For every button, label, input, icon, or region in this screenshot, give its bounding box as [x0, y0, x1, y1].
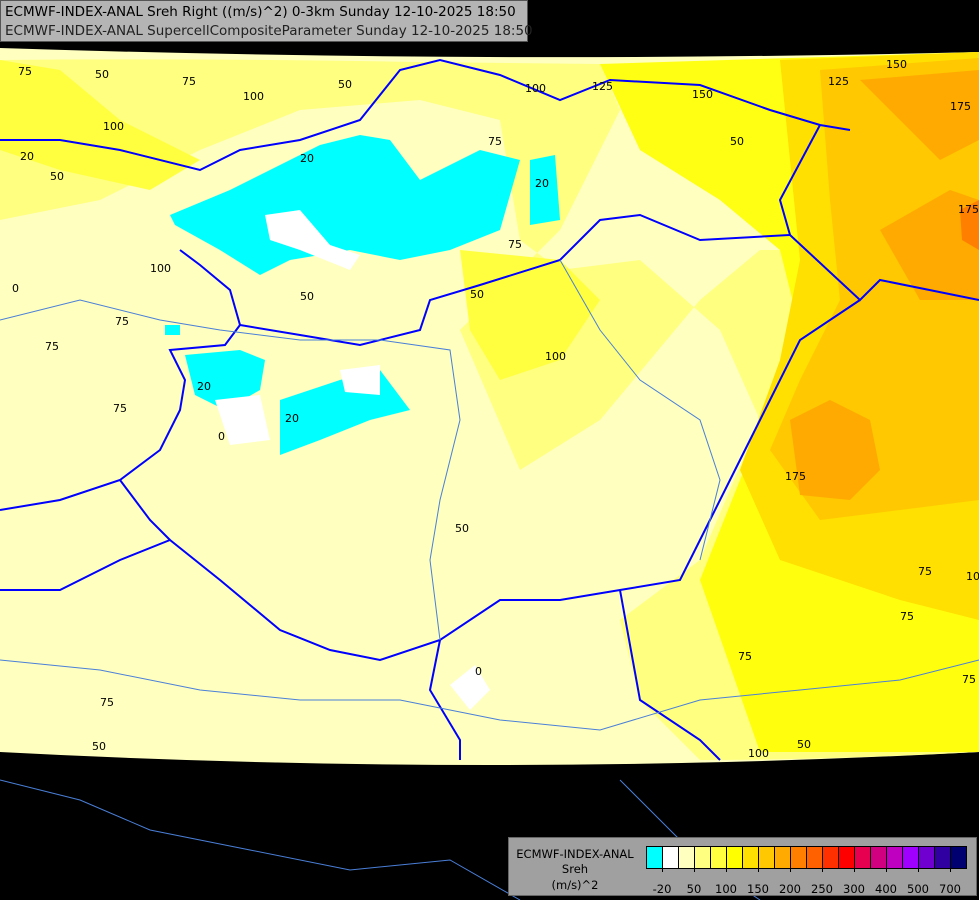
contour-label: 75 [18, 65, 32, 78]
legend-tick-mark [758, 868, 759, 872]
legend-tick-mark [950, 868, 951, 872]
contour-label: 50 [470, 288, 484, 301]
contour-label: 0 [218, 430, 225, 443]
contour-label: 75 [115, 315, 129, 328]
legend-tick-label: 200 [779, 882, 801, 896]
contour-label: 175 [950, 100, 971, 113]
legend-swatch [887, 847, 903, 868]
title-scp: ECMWF-INDEX-ANAL SupercellCompositeParam… [5, 23, 533, 39]
contour-labels: 75 50 75 100 50 100 50 20 75 20 125 150 125 150 175 50 1… [12, 58, 979, 760]
legend-swatch [647, 847, 663, 868]
contour-label: 20 [197, 380, 211, 393]
legend-swatch [935, 847, 951, 868]
contour-label: 175 [958, 203, 979, 216]
contour-label: 100 [545, 350, 566, 363]
sreh-field [0, 48, 979, 765]
legend-tick-mark [726, 868, 727, 872]
contour-label: 50 [50, 170, 64, 183]
legend-tick-label: 150 [747, 882, 769, 896]
contour-label: 100 [966, 570, 979, 583]
contour-label: 100 [243, 90, 264, 103]
contour-label: 50 [300, 290, 314, 303]
contour-label: 50 [797, 738, 811, 751]
contour-label: 150 [692, 88, 713, 101]
legend-swatch [759, 847, 775, 868]
legend-model: ECMWF-INDEX-ANAL [516, 847, 634, 861]
contour-label: 75 [113, 402, 127, 415]
legend-swatch [743, 847, 759, 868]
rivers [0, 259, 979, 900]
legend-swatch [823, 847, 839, 868]
legend-parameter: Sreh [561, 862, 589, 876]
contour-label: 75 [508, 238, 522, 251]
contour-label: 50 [455, 522, 469, 535]
legend-tick-label: -20 [652, 882, 672, 896]
legend-tick-mark [822, 868, 823, 872]
contour-label: 125 [828, 75, 849, 88]
contour-label: 125 [592, 80, 613, 93]
color-legend: ECMWF-INDEX-ANAL Sreh (m/s)^2 -20 50 100 15… [508, 837, 977, 896]
contour-label: 20 [285, 412, 299, 425]
legend-swatch [839, 847, 855, 868]
contour-label: 75 [962, 673, 976, 686]
legend-tick-mark [918, 868, 919, 872]
contour-label: 50 [338, 78, 352, 91]
contour-label: 50 [730, 135, 744, 148]
legend-tick-label: 500 [907, 882, 929, 896]
legend-swatch [903, 847, 919, 868]
legend-swatches [646, 846, 967, 869]
contour-label: 75 [45, 340, 59, 353]
country-borders [0, 58, 979, 761]
legend-swatch [711, 847, 727, 868]
legend-swatch [951, 847, 966, 868]
contour-label: 150 [886, 58, 907, 71]
legend-swatch [663, 847, 679, 868]
legend-swatch [919, 847, 935, 868]
title-box: ECMWF-INDEX-ANAL Sreh Right ((m/s)^2) 0-… [0, 0, 533, 42]
legend-swatch [695, 847, 711, 868]
contour-label: 100 [748, 747, 769, 760]
legend-tick-mark [886, 868, 887, 872]
contour-label: 75 [738, 650, 752, 663]
contour-label: 100 [525, 82, 546, 95]
contour-label: 75 [900, 610, 914, 623]
contour-label: 20 [300, 152, 314, 165]
legend-tick-label: 700 [939, 882, 961, 896]
legend-tick-label: 100 [715, 882, 737, 896]
title-sreh: ECMWF-INDEX-ANAL Sreh Right ((m/s)^2) 0-… [5, 4, 516, 20]
contour-label: 50 [95, 68, 109, 81]
contour-label: 75 [182, 75, 196, 88]
legend-tick-mark [854, 868, 855, 872]
contour-label: 50 [92, 740, 106, 753]
legend-swatch [807, 847, 823, 868]
legend-unit: (m/s)^2 [551, 878, 599, 892]
legend-swatch [791, 847, 807, 868]
legend-swatch [727, 847, 743, 868]
contour-label: 100 [150, 262, 171, 275]
legend-swatch [855, 847, 871, 868]
contour-label: 75 [100, 696, 114, 709]
legend-tick-label: 400 [875, 882, 897, 896]
legend-tick-mark [790, 868, 791, 872]
legend-tick-label: 250 [811, 882, 833, 896]
legend-tick-mark [662, 868, 663, 872]
contour-label: 175 [785, 470, 806, 483]
legend-swatch [871, 847, 887, 868]
contour-label: 20 [535, 177, 549, 190]
legend-tick-label: 50 [686, 882, 702, 896]
contour-label: 0 [12, 282, 19, 295]
legend-tick-label: 300 [843, 882, 865, 896]
legend-tick-mark [694, 868, 695, 872]
contour-label: 20 [20, 150, 34, 163]
contour-label: 0 [475, 665, 482, 678]
contour-label: 100 [103, 120, 124, 133]
legend-swatch [775, 847, 791, 868]
contour-label: 75 [488, 135, 502, 148]
contour-label: 75 [918, 565, 932, 578]
legend-swatch [679, 847, 695, 868]
